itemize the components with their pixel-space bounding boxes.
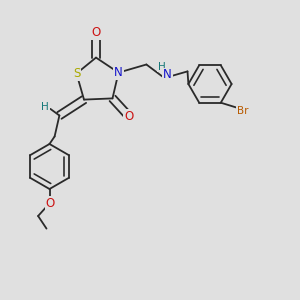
Text: N: N bbox=[114, 66, 123, 79]
Text: Br: Br bbox=[237, 106, 248, 116]
Text: S: S bbox=[73, 67, 80, 80]
Text: O: O bbox=[46, 197, 55, 210]
Text: H: H bbox=[158, 61, 166, 72]
Text: N: N bbox=[163, 68, 172, 82]
Text: O: O bbox=[92, 26, 100, 39]
Text: H: H bbox=[41, 101, 49, 112]
Text: O: O bbox=[124, 110, 134, 123]
